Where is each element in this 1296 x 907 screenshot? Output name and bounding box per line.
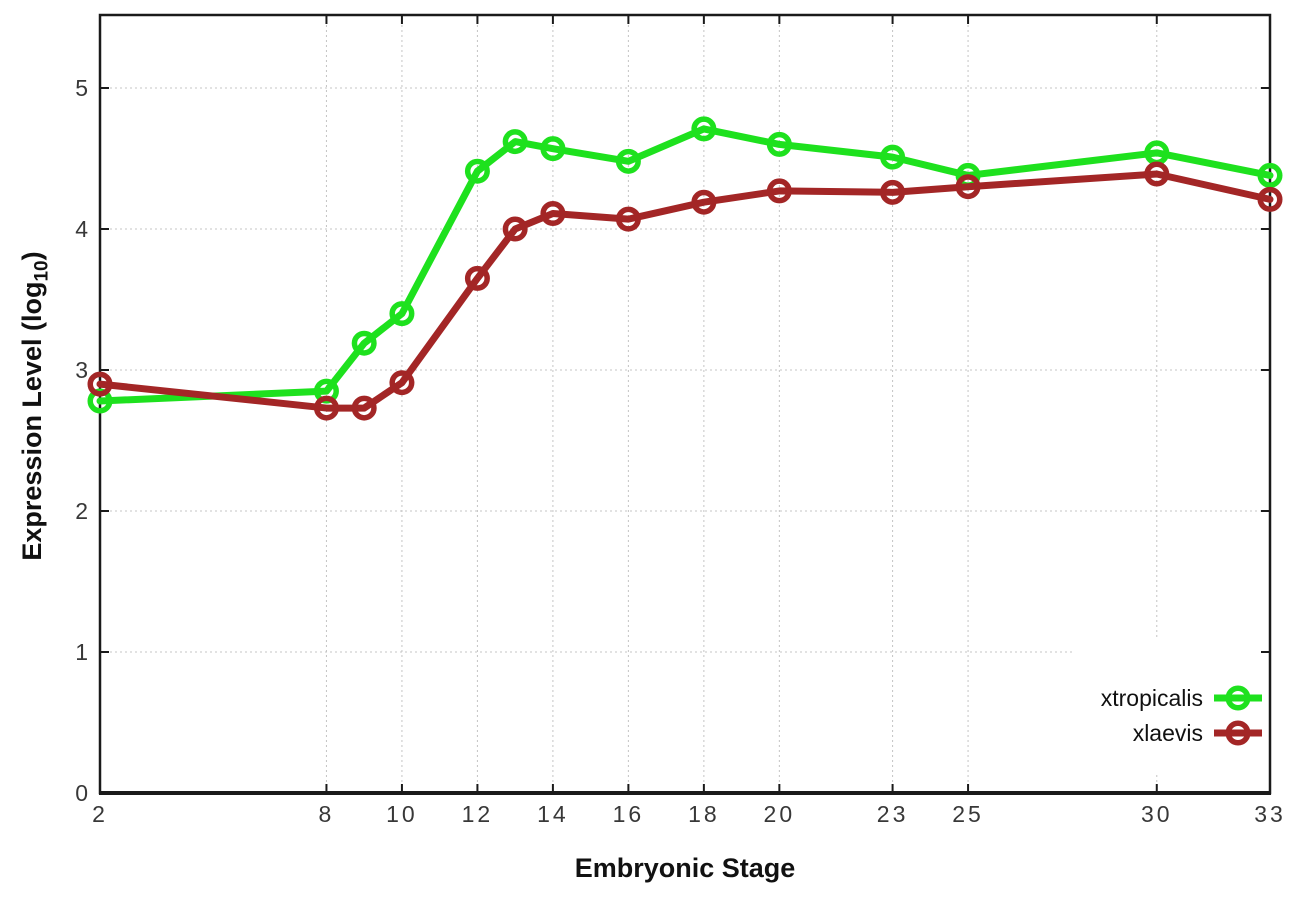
data-point-xlaevis <box>313 395 339 421</box>
x-tick-label: 18 <box>688 801 720 827</box>
data-point-xtropicalis <box>389 301 415 327</box>
data-point-xlaevis <box>389 370 415 396</box>
data-point-xtropicalis <box>880 144 906 170</box>
data-point-xlaevis <box>351 395 377 421</box>
series-line-xtropicalis <box>96 125 1274 405</box>
data-point-xlaevis <box>615 206 641 232</box>
data-point-xtropicalis <box>766 131 792 157</box>
legend-entry-xtropicalis: xtropicalis <box>1101 684 1263 712</box>
x-tick-label: 33 <box>1254 801 1286 827</box>
data-point-xlaevis <box>955 174 981 200</box>
data-point-xlaevis <box>464 265 490 291</box>
data-point-xlaevis <box>540 200 566 226</box>
data-point-xlaevis <box>1144 161 1170 187</box>
data-point-xtropicalis <box>502 129 528 155</box>
x-tick-label: 14 <box>537 801 569 827</box>
legend-sample-xtropicalis <box>1214 685 1262 711</box>
legend-entry-xlaevis: xlaevis <box>1133 719 1263 747</box>
data-point-xlaevis <box>880 179 906 205</box>
data-point-xlaevis <box>1257 186 1283 212</box>
data-point-xtropicalis <box>351 330 377 356</box>
series-line-xlaevis <box>96 170 1274 412</box>
y-tick-label: 1 <box>75 639 88 665</box>
data-point-xlaevis <box>766 178 792 204</box>
x-tick-label: 30 <box>1140 801 1173 827</box>
x-tick-label: 8 <box>318 801 335 827</box>
y-tick-label: 3 <box>75 357 88 383</box>
y-tick-label: 4 <box>75 216 88 242</box>
legend-sample-xlaevis <box>1214 720 1262 746</box>
legend-sample-circle-icon <box>1225 685 1251 711</box>
legend: xtropicalis xlaevis <box>1101 684 1263 747</box>
x-tick-label: 23 <box>876 801 909 827</box>
data-point-xtropicalis <box>615 148 641 174</box>
data-point-xtropicalis <box>691 116 717 142</box>
data-point-xtropicalis <box>464 158 490 184</box>
x-tick-label: 2 <box>92 801 108 827</box>
x-tick-label: 16 <box>612 801 645 827</box>
y-axis-title-close: ) <box>17 251 47 261</box>
y-axis-title-text: Expression Level (log <box>17 281 47 561</box>
legend-label-xtropicalis: xtropicalis <box>1100 685 1203 711</box>
x-tick-label: 10 <box>386 801 418 827</box>
y-axis-title-subscript: 10 <box>31 260 53 282</box>
y-tick-label: 5 <box>75 75 88 101</box>
y-tick-label: 2 <box>75 498 88 524</box>
data-point-xtropicalis <box>1257 162 1283 188</box>
data-point-xlaevis <box>502 216 528 242</box>
x-tick-label: 12 <box>461 801 494 827</box>
y-axis-title: Expression Level (log10) <box>14 196 53 616</box>
data-point-xlaevis <box>87 371 113 397</box>
data-point-xtropicalis <box>540 136 566 162</box>
legend-label-xlaevis: xlaevis <box>1132 720 1203 746</box>
x-axis-title: Embryonic Stage <box>574 853 796 883</box>
data-point-xlaevis <box>691 189 717 215</box>
legend-sample-circle-icon <box>1225 720 1251 746</box>
x-tick-label: 20 <box>763 801 796 827</box>
x-tick-label: 25 <box>952 801 984 827</box>
y-tick-label: 0 <box>75 780 88 806</box>
